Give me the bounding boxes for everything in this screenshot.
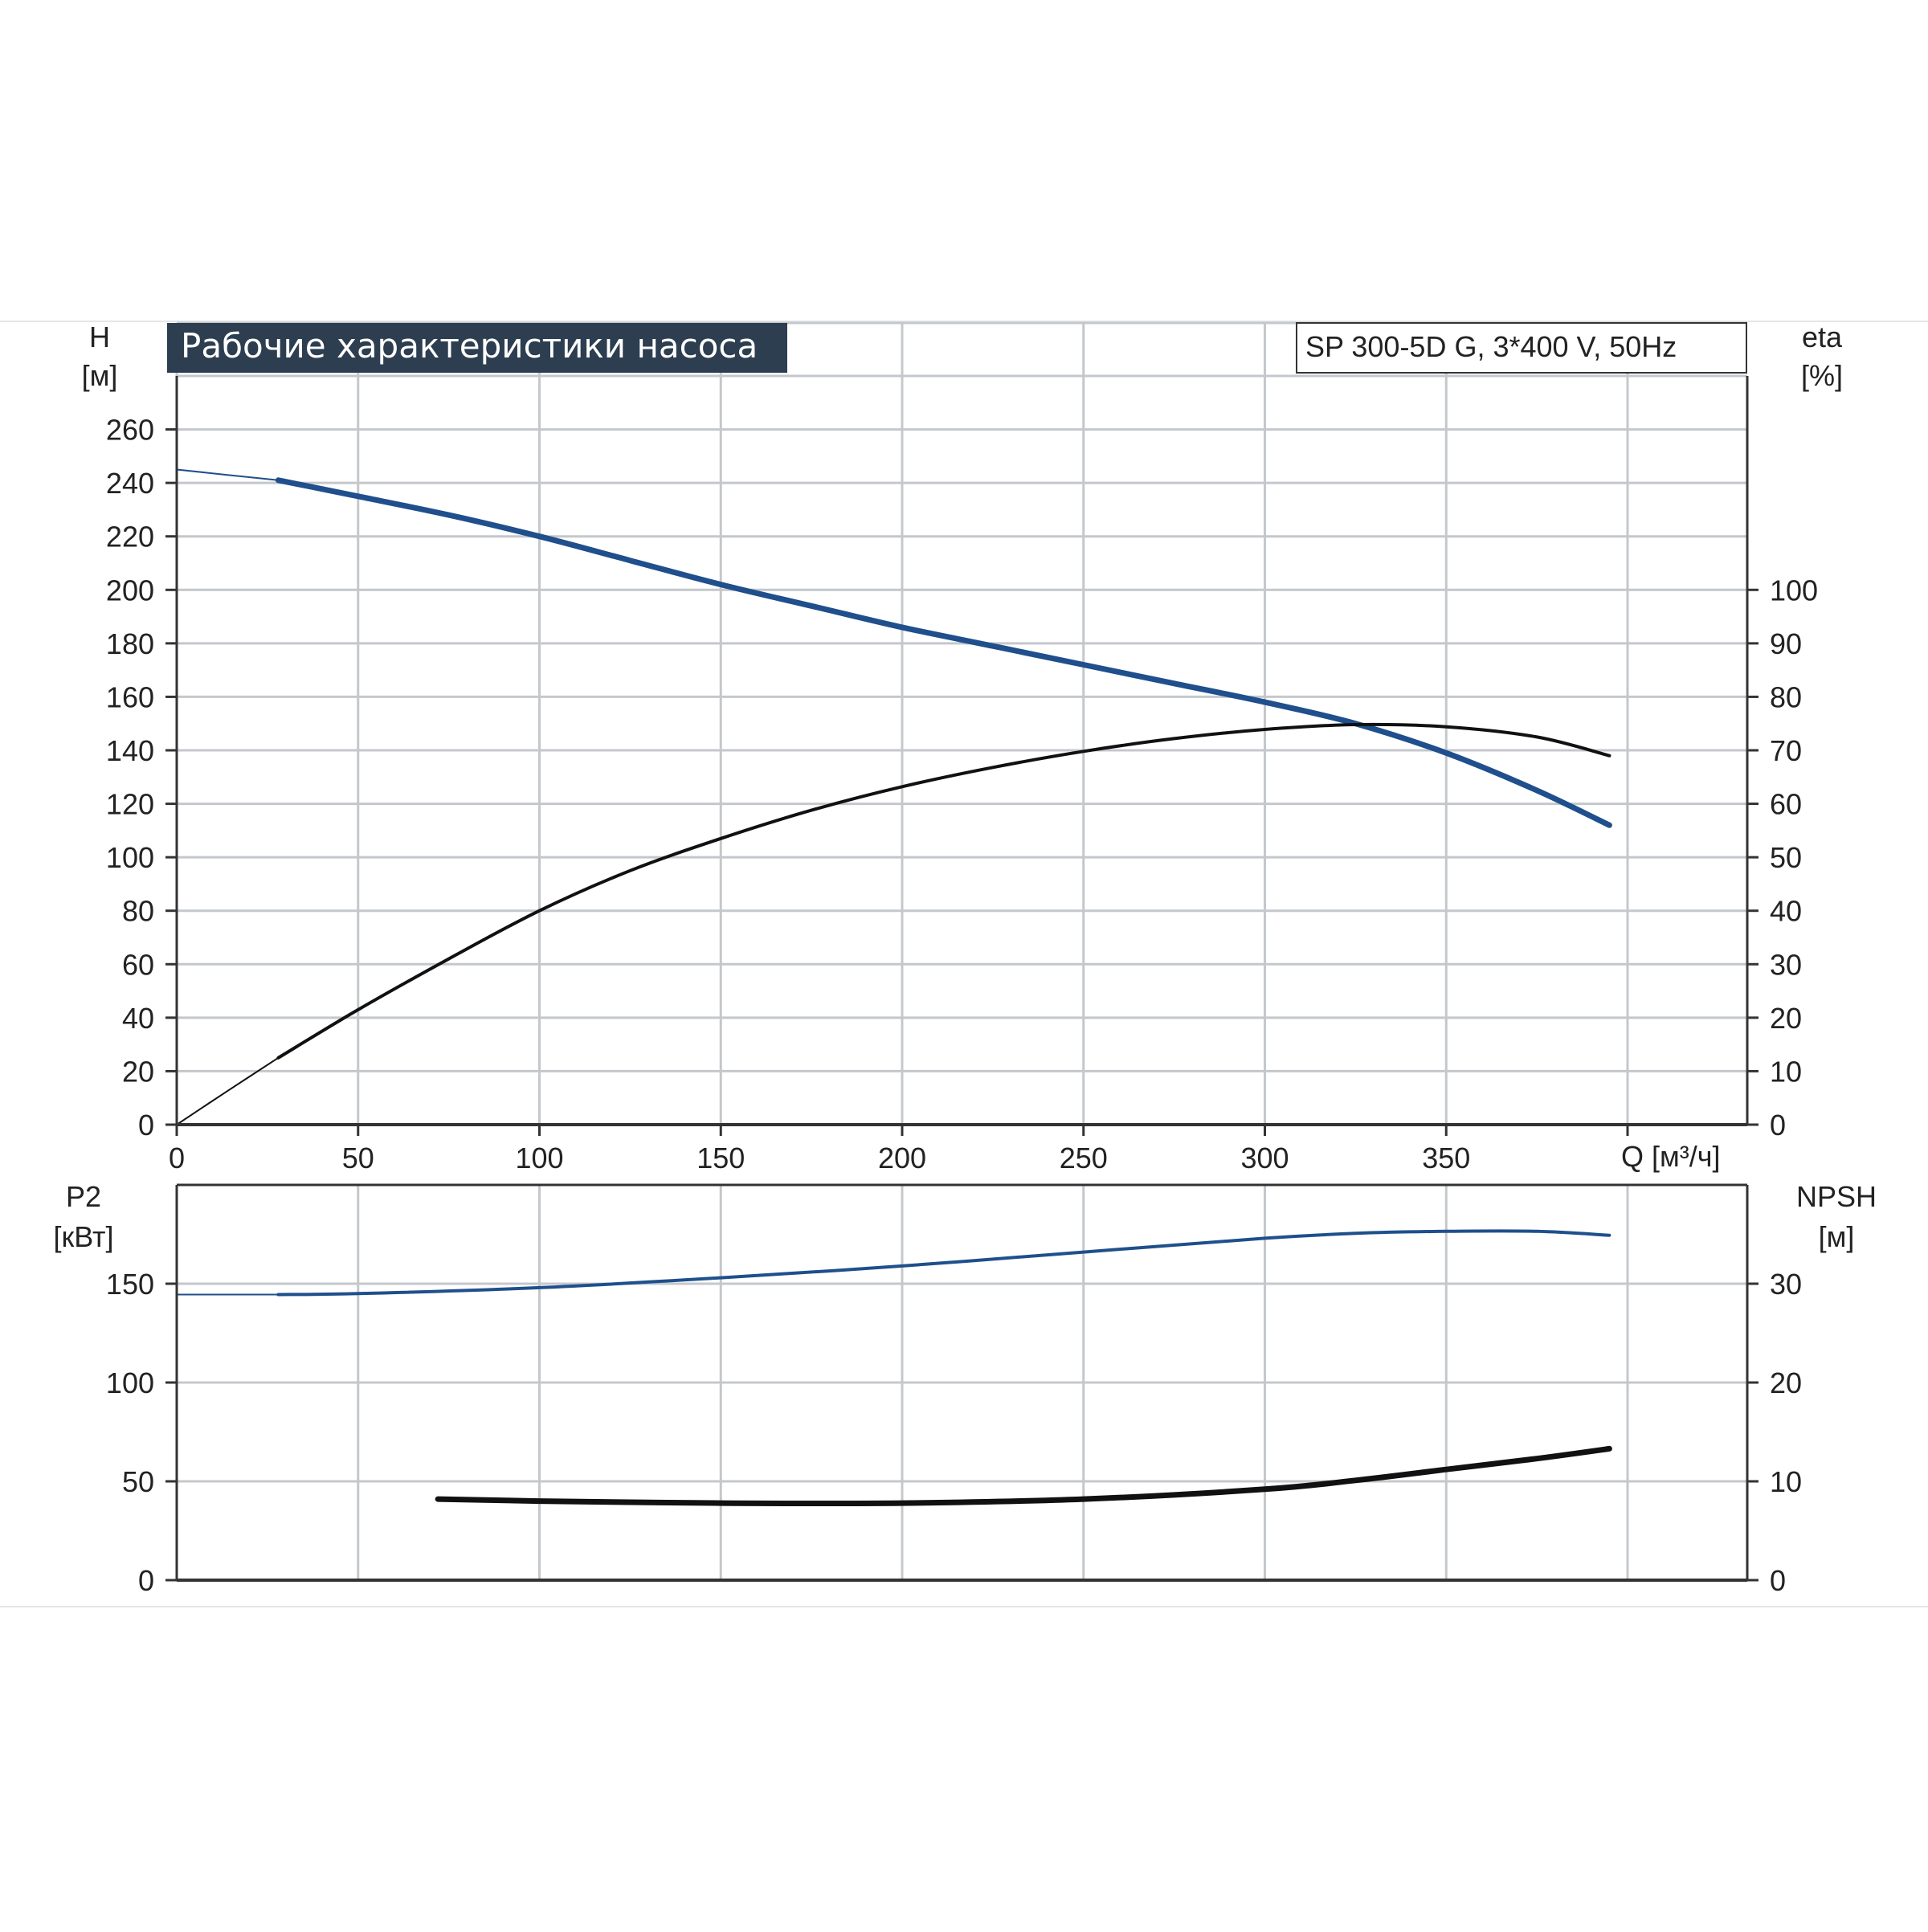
bottom-right-axis-name: NPSH — [1796, 1180, 1877, 1213]
bottom-left-axis-unit: [кВт] — [53, 1220, 113, 1253]
top-series-efficiency — [276, 722, 1611, 1060]
model-label: SP 300-5D G, 3*400 V, 50Hz — [1305, 330, 1677, 363]
bottom-series-power — [276, 1229, 1611, 1297]
bottom-series-group — [176, 1229, 1612, 1507]
top-ytick-label-left-120: 120 — [106, 788, 154, 821]
xtick-label-100: 100 — [515, 1142, 563, 1174]
bottom-grid — [175, 1185, 1747, 1580]
top-series-group — [176, 468, 1612, 1125]
top-ytick-label-left-140: 140 — [106, 734, 154, 767]
top-ytick-label-right-40: 40 — [1770, 895, 1802, 928]
bottom-ytick-label-right-0: 0 — [1770, 1564, 1786, 1597]
top-ytick-label-left-20: 20 — [122, 1055, 154, 1088]
top-ytick-label-right-100: 100 — [1770, 574, 1818, 607]
xtick-label-50: 50 — [342, 1142, 374, 1174]
bottom-left-axis-name: P2 — [66, 1180, 101, 1213]
xtick-label-0: 0 — [169, 1142, 185, 1174]
top-ytick-label-right-60: 60 — [1770, 788, 1802, 821]
top-ytick-label-right-10: 10 — [1770, 1055, 1802, 1088]
bottom-ytick-label-left-100: 100 — [106, 1366, 154, 1399]
top-left-axis-name: H — [89, 321, 110, 353]
x-axis-label: Q [м³/ч] — [1621, 1140, 1721, 1173]
xtick-label-200: 200 — [878, 1142, 926, 1174]
top-ytick-label-right-30: 30 — [1770, 948, 1802, 981]
bottom-plot-frame — [165, 1183, 1758, 1582]
top-series-efficiency_extension — [176, 1056, 280, 1125]
top-ytick-label-right-20: 20 — [1770, 1002, 1802, 1035]
xtick-label-350: 350 — [1422, 1142, 1470, 1174]
top-ytick-label-right-90: 90 — [1770, 627, 1802, 660]
top-ytick-label-left-200: 200 — [106, 574, 154, 607]
bottom-ytick-label-right-20: 20 — [1770, 1366, 1802, 1399]
top-ytick-label-left-160: 160 — [106, 680, 154, 713]
top-ytick-label-right-80: 80 — [1770, 680, 1802, 713]
bottom-tick-labels: 0 50 100 150 0 10 20 30 — [106, 1268, 1802, 1597]
chart-title: Рабочие характеристики насоса — [181, 326, 758, 366]
top-series-head_extension — [176, 468, 280, 481]
chart-title-bg — [167, 323, 787, 373]
top-plot-frame — [165, 376, 1758, 1136]
model-box: SP 300-5D G, 3*400 V, 50Hz — [1296, 322, 1747, 374]
bottom-right-axis-unit: [м] — [1819, 1220, 1855, 1253]
top-tick-labels: 0204060801001201401601802002202402600102… — [106, 414, 1818, 1174]
xtick-label-300: 300 — [1240, 1142, 1289, 1174]
top-series-head — [275, 477, 1612, 828]
bottom-ytick-label-right-30: 30 — [1770, 1268, 1802, 1301]
bottom-series-npsh — [435, 1445, 1612, 1507]
xtick-label-150: 150 — [696, 1142, 745, 1174]
top-ytick-label-left-180: 180 — [106, 627, 154, 660]
top-right-axis-unit: [%] — [1801, 359, 1843, 392]
top-ytick-label-left-240: 240 — [106, 467, 154, 500]
xtick-label-250: 250 — [1060, 1142, 1108, 1174]
top-ytick-label-left-100: 100 — [106, 841, 154, 874]
bottom-ytick-label-left-150: 150 — [106, 1268, 154, 1301]
top-ytick-label-left-60: 60 — [122, 948, 154, 981]
top-grid — [175, 321, 1747, 1125]
top-left-axis-unit: [м] — [82, 359, 118, 392]
chart-title-box: Рабочие характеристики насоса — [167, 323, 787, 373]
bottom-ytick-label-left-0: 0 — [138, 1564, 154, 1597]
top-ytick-label-right-50: 50 — [1770, 841, 1802, 874]
top-ytick-label-left-40: 40 — [122, 1002, 154, 1035]
top-ytick-label-left-260: 260 — [106, 414, 154, 447]
model-box-frame — [1296, 322, 1747, 374]
bottom-ytick-label-left-50: 50 — [122, 1465, 154, 1498]
top-right-axis-name: eta — [1802, 321, 1843, 353]
top-ytick-label-right-70: 70 — [1770, 734, 1802, 767]
top-ytick-label-left-80: 80 — [122, 895, 154, 928]
top-ytick-label-left-220: 220 — [106, 521, 154, 553]
top-ytick-label-right-0: 0 — [1770, 1109, 1786, 1142]
top-ytick-label-left-0: 0 — [138, 1109, 154, 1142]
bottom-ytick-label-right-10: 10 — [1770, 1465, 1802, 1498]
